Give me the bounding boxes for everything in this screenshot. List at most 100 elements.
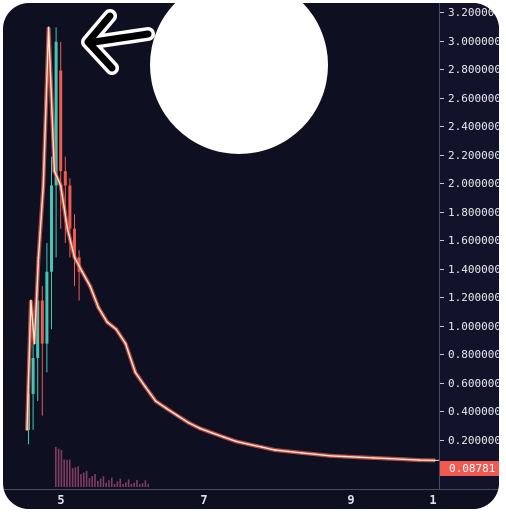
price-point [134, 371, 137, 374]
price-point [33, 342, 36, 345]
price-tick-label: 0.800000 [440, 348, 499, 361]
volume-bar [130, 484, 133, 487]
price-tick-label: 0.200000 [440, 433, 499, 447]
left-arrow-icon [81, 9, 155, 75]
price-point [66, 227, 69, 230]
price-point [300, 451, 303, 454]
price-tick-label: 0.600000 [440, 376, 499, 390]
price-point [357, 456, 360, 459]
price-point [199, 427, 201, 430]
price-point [343, 455, 346, 458]
price-chart[interactable] [3, 3, 439, 489]
price-point [402, 458, 405, 461]
volume-bar [66, 459, 68, 487]
volume-bar [105, 482, 107, 487]
price-point [53, 170, 56, 173]
volume-bar [147, 484, 149, 487]
price-tick-label: 0.400000 [440, 405, 499, 418]
price-point [47, 26, 50, 29]
price-tick-label: 1.200000 [440, 291, 499, 304]
price-axis[interactable]: 3.200000 3.000000 2.800000 2.600000 2.400000… [439, 3, 499, 489]
time-tick-label: 7 [200, 493, 208, 507]
price-point [287, 450, 290, 453]
price-point [124, 342, 127, 345]
price-point [187, 421, 190, 424]
price-point [97, 306, 100, 309]
volume-bar [88, 478, 91, 487]
volume-bar [119, 478, 121, 487]
price-tick-label: 1.000000 [440, 319, 499, 333]
price-tick-label: 3.200000 [440, 6, 499, 19]
price-point [176, 414, 179, 417]
candles [27, 27, 81, 445]
price-point [235, 440, 238, 443]
price-tick-label: 1.600000 [440, 234, 499, 247]
price-point [223, 436, 225, 438]
volume-bar [69, 459, 71, 487]
volume-bar [133, 482, 135, 487]
price-point [247, 443, 250, 446]
candle-body [31, 358, 35, 394]
price-tick-label: 2.600000 [440, 91, 499, 105]
volume-bars [55, 447, 149, 487]
price-point [30, 299, 32, 302]
price-tick-label: 1.800000 [440, 205, 499, 219]
volume-bar [108, 480, 110, 487]
candle-body [63, 171, 67, 186]
price-point [144, 385, 147, 388]
volume-bar [71, 468, 74, 487]
volume-bar [136, 479, 138, 487]
volume-bar [57, 448, 60, 487]
volume-bar [85, 470, 88, 487]
candle-body [73, 228, 76, 258]
price-point [165, 407, 168, 410]
price-point [37, 256, 40, 259]
volume-bar [102, 476, 105, 487]
candle-body [59, 70, 63, 172]
candle-body [50, 185, 53, 272]
last-price-badge: 0.08781 [440, 461, 499, 476]
white-circle-overlay [150, 0, 328, 154]
time-tick-label: 1 [429, 493, 437, 507]
price-point [89, 285, 92, 288]
price-point [59, 184, 62, 187]
volume-bar [63, 459, 65, 487]
time-tick-label: 9 [347, 493, 355, 507]
price-tick-label: 1.400000 [440, 262, 499, 276]
price-point [273, 449, 276, 451]
price-point [328, 454, 331, 457]
candle-body [36, 300, 40, 358]
volume-bar [94, 474, 96, 487]
volume-bar [80, 474, 82, 487]
volume-bar [125, 482, 127, 487]
price-point [115, 328, 118, 331]
volume-bar [99, 478, 102, 487]
volume-bar [122, 484, 124, 487]
price-point [81, 270, 84, 273]
volume-bar [111, 477, 113, 487]
time-tick-label: 5 [57, 493, 65, 507]
price-point [210, 431, 213, 434]
price-point [387, 457, 390, 460]
volume-bar [60, 449, 63, 487]
time-axis[interactable]: 5 7 9 1 [3, 489, 499, 509]
volume-bar [139, 484, 141, 487]
volume-bar [113, 484, 116, 487]
price-point [418, 459, 421, 461]
price-tick-label: 3.000000 [440, 34, 499, 48]
volume-bar [74, 467, 77, 487]
price-tick-label: 2.400000 [440, 120, 499, 133]
candle-body [68, 185, 72, 229]
volume-bar [55, 447, 57, 487]
candle-body [40, 300, 44, 344]
price-tick-label: 2.200000 [440, 148, 499, 162]
price-point [73, 256, 76, 259]
volume-bar [91, 476, 93, 487]
price-point [314, 453, 317, 456]
volume-bar [127, 479, 130, 487]
candle-body [54, 41, 58, 186]
price-point [372, 457, 375, 459]
price-point [26, 428, 28, 431]
price-point [154, 400, 157, 403]
candle-body [45, 271, 49, 344]
